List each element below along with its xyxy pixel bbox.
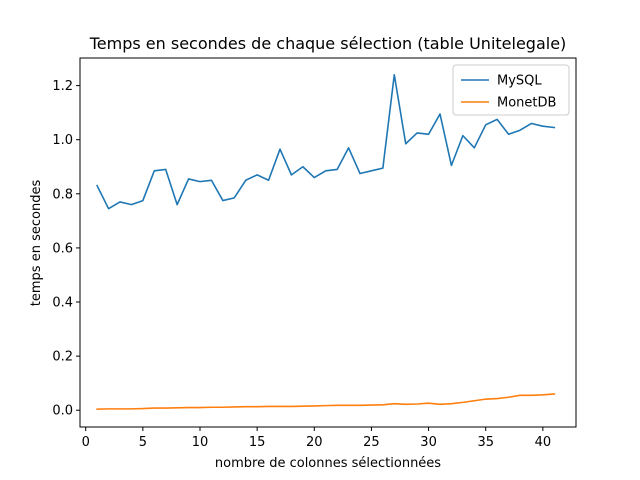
x-tick-label: 10 xyxy=(192,435,209,450)
chart-title: Temps en secondes de chaque sélection (t… xyxy=(89,34,567,53)
x-tick-label: 35 xyxy=(477,435,494,450)
x-tick-label: 30 xyxy=(420,435,437,450)
x-tick-label: 20 xyxy=(306,435,323,450)
plot-area xyxy=(96,73,556,410)
y-tick-label: 0.4 xyxy=(52,296,73,311)
x-tick-label: 40 xyxy=(535,435,552,450)
x-axis-ticks: 0 5 10 15 20 25 30 35 40 xyxy=(82,427,552,450)
legend-label-monetdb: MonetDB xyxy=(497,96,556,111)
y-tick-label: 1.2 xyxy=(52,79,73,94)
y-tick-label: 0.6 xyxy=(52,241,73,256)
x-tick-label: 25 xyxy=(363,435,380,450)
y-axis-label: temps en secondes xyxy=(29,180,44,307)
y-tick-label: 1.0 xyxy=(52,133,73,148)
legend: MySQL MonetDB xyxy=(452,64,570,116)
x-axis-label: nombre de colonnes sélectionnées xyxy=(215,456,441,471)
series-line-mysql xyxy=(96,73,556,210)
y-tick-label: 0.8 xyxy=(52,187,73,202)
x-tick-label: 15 xyxy=(249,435,266,450)
plot-frame xyxy=(79,57,577,428)
y-tick-label: 0.0 xyxy=(52,404,73,419)
y-tick-label: 0.2 xyxy=(52,350,73,365)
y-axis-ticks: 0.0 0.2 0.4 0.6 0.8 1.0 1.2 xyxy=(52,79,80,419)
x-tick-label: 5 xyxy=(139,435,147,450)
series-line-monetdb xyxy=(96,393,556,410)
legend-label-mysql: MySQL xyxy=(497,74,542,89)
x-tick-label: 0 xyxy=(82,435,90,450)
